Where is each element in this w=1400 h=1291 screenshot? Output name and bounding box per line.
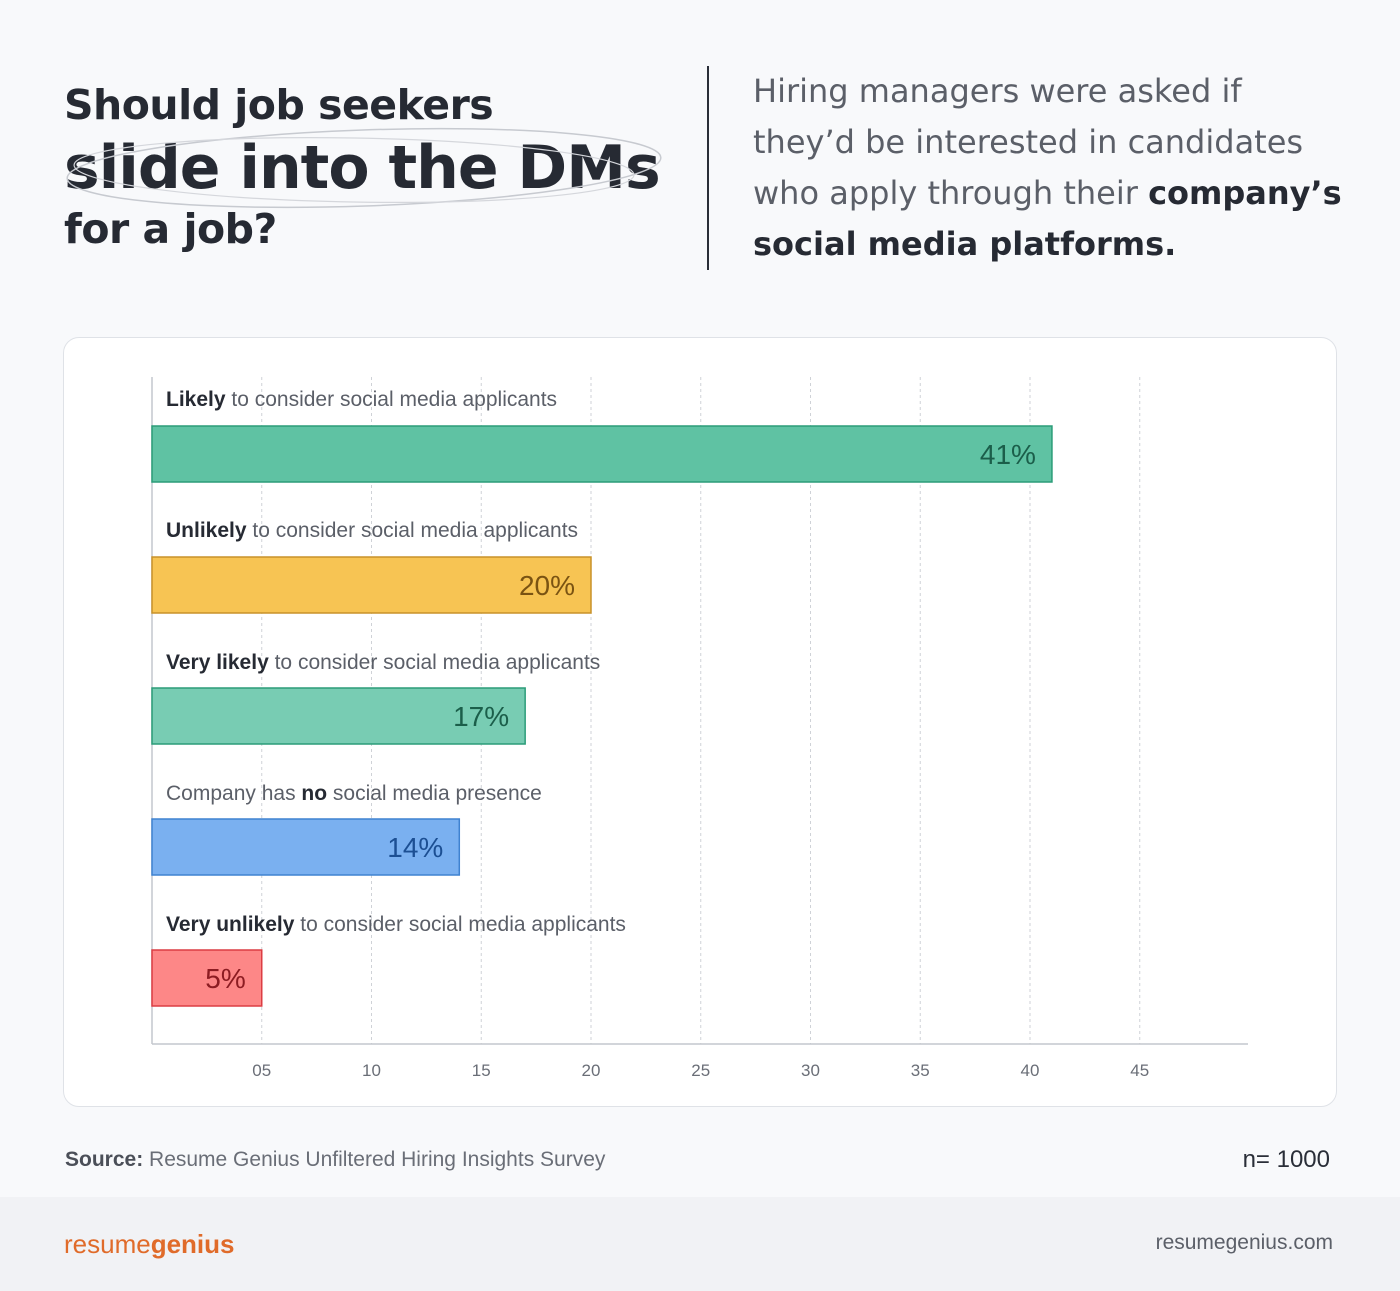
bar	[151, 818, 461, 876]
source-note: Source: Resume Genius Unfiltered Hiring …	[65, 1148, 605, 1172]
title-block: Should job seekers slide into the DMs fo…	[64, 78, 684, 254]
bar	[151, 949, 263, 1007]
x-tick-label: 05	[252, 1061, 271, 1080]
x-tick-label: 20	[582, 1061, 601, 1080]
bar	[151, 687, 526, 745]
title-line2: slide into the DMs	[64, 133, 661, 203]
x-tick-label: 45	[1130, 1061, 1149, 1080]
x-tick-label: 30	[801, 1061, 820, 1080]
site-link[interactable]: resumegenius.com	[1155, 1231, 1333, 1254]
source-text: Resume Genius Unfiltered Hiring Insights…	[143, 1148, 606, 1171]
source-label: Source:	[65, 1148, 144, 1171]
category-label: Company has no social media presence	[166, 782, 542, 805]
x-tick-label: 10	[362, 1061, 381, 1080]
bar-value-label: 41%	[980, 439, 1036, 470]
footer: resumegenius resumegenius.com	[0, 1197, 1400, 1291]
bar	[151, 556, 592, 614]
x-tick-label: 40	[1021, 1061, 1040, 1080]
subtitle-bold: company’s social media platforms.	[753, 174, 1342, 263]
category-label: Very likely to consider social media app…	[166, 651, 600, 674]
bar-value-label: 14%	[387, 832, 443, 863]
category-label: Unlikely to consider social media applic…	[166, 519, 578, 542]
subtitle-plain: Hiring managers were asked if they’d be …	[753, 72, 1304, 212]
title-line1: Should job seekers	[64, 81, 494, 129]
bar-value-label: 20%	[519, 570, 575, 601]
logo-bold: genius	[150, 1229, 235, 1259]
x-tick-label: 15	[472, 1061, 491, 1080]
bar-value-label: 17%	[453, 701, 509, 732]
bar	[151, 425, 1053, 483]
category-label: Very unlikely to consider social media a…	[166, 913, 626, 936]
bar-chart: 05 10 15 20 25 30 35 40 45 Likely to consider soc…	[151, 377, 1248, 1080]
x-tick-label: 25	[691, 1061, 710, 1080]
logo-plain: resume	[64, 1229, 151, 1259]
sample-size: n= 1000	[1242, 1146, 1330, 1173]
subtitle: Hiring managers were asked if they’d be …	[753, 66, 1353, 270]
header-divider	[707, 66, 709, 270]
category-label: Likely to consider social media applican…	[166, 388, 557, 411]
title-line3: for a job?	[64, 205, 277, 253]
bar-value-label: 5%	[205, 963, 245, 994]
x-tick-label: 35	[911, 1061, 930, 1080]
brand-logo[interactable]: resumegenius	[64, 1229, 235, 1260]
